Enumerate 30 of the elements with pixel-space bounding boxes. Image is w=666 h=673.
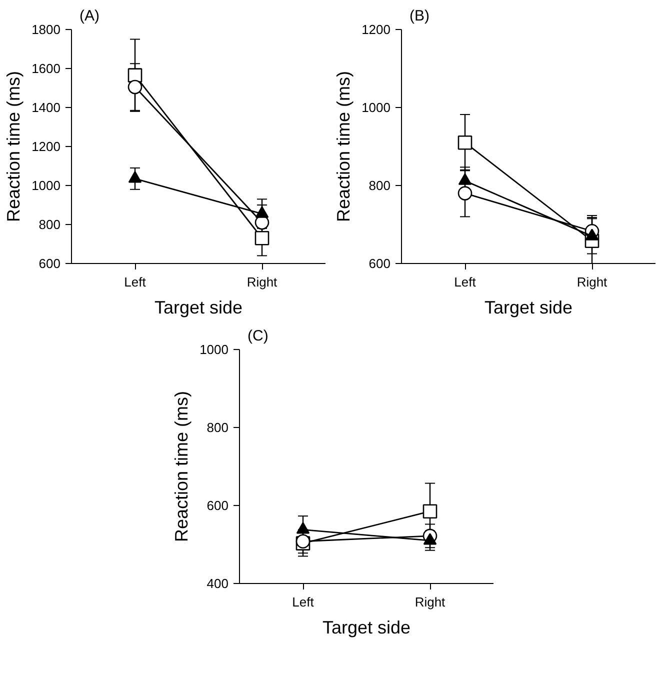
y-axis-title: Reaction time (ms) — [172, 390, 192, 542]
x-tick-label: Left — [292, 594, 314, 610]
y-tick-label: 1200 — [362, 22, 390, 37]
y-tick-label: 1600 — [32, 61, 60, 76]
chart-title: (A) — [80, 8, 100, 24]
y-tick-label: 800 — [368, 178, 391, 193]
x-tick-label: Left — [124, 274, 146, 290]
y-tick-label: 800 — [38, 217, 61, 232]
x-axis-title: Target side — [154, 298, 243, 318]
y-tick-label: 1000 — [200, 342, 228, 357]
x-tick-label: Right — [414, 594, 446, 610]
y-tick-label: 600 — [38, 256, 61, 271]
y-tick-label: 600 — [206, 498, 229, 513]
y-tick-label: 1400 — [32, 100, 60, 115]
y-tick-label: 800 — [206, 420, 229, 435]
x-axis-title: Target side — [484, 298, 573, 318]
x-axis-title: Target side — [322, 618, 411, 638]
y-tick-label: 1000 — [362, 100, 390, 115]
x-tick-label: Right — [576, 274, 608, 290]
x-tick-label: Right — [246, 274, 278, 290]
x-tick-label: Left — [454, 274, 476, 290]
y-axis-title: Reaction time (ms) — [4, 70, 24, 222]
y-tick-label: 1200 — [32, 139, 60, 154]
chart-title: (B) — [410, 8, 430, 24]
chart-title: (C) — [248, 328, 268, 344]
y-tick-label: 600 — [368, 256, 391, 271]
y-tick-label: 1800 — [32, 22, 60, 37]
y-tick-label: 400 — [206, 576, 229, 591]
y-axis-title: Reaction time (ms) — [334, 70, 354, 222]
y-tick-label: 1000 — [32, 178, 60, 193]
